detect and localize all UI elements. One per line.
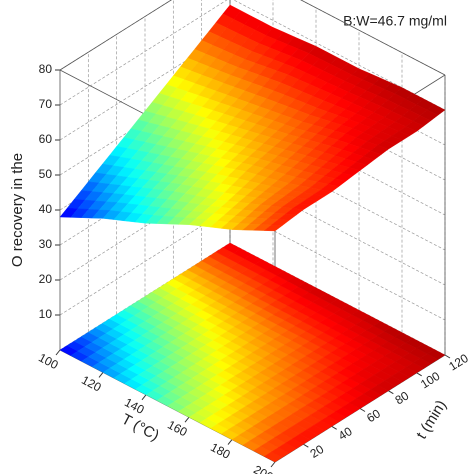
z-tick-label: 80 <box>39 62 53 76</box>
z-tick-label: 40 <box>39 202 53 216</box>
y-axis-label: t (min) <box>413 397 450 442</box>
z-tick-label: 10 <box>39 307 53 321</box>
y-tick <box>359 408 366 412</box>
y-tick <box>331 425 337 430</box>
x-tick <box>227 439 233 445</box>
z-tick-label: 70 <box>39 97 53 111</box>
y-tick-label: 100 <box>418 369 443 392</box>
y-tick <box>388 390 394 395</box>
x-tick <box>141 394 147 401</box>
x-tick <box>98 372 104 378</box>
z-tick-label: 20 <box>39 272 53 286</box>
y-tick-label: 80 <box>393 388 412 407</box>
x-tick <box>55 349 61 356</box>
z-tick-label: 50 <box>39 167 53 181</box>
y-tick-label: 60 <box>364 406 383 425</box>
y-tick-label: 40 <box>336 424 355 443</box>
floor-contour <box>426 349 446 360</box>
surface-patch <box>263 224 283 232</box>
y-tick <box>444 354 451 359</box>
y-tick-label: 20 <box>308 442 327 461</box>
x-tick <box>270 461 276 468</box>
box-edge <box>300 0 446 76</box>
z-axis-label: O recovery in the <box>9 153 26 267</box>
y-tick <box>303 443 309 448</box>
z-tick-label: 60 <box>39 132 53 146</box>
z-tick-label: 30 <box>39 237 53 251</box>
x-tick <box>184 416 190 423</box>
y-tick <box>416 372 422 377</box>
box-edge <box>59 0 172 71</box>
y-tick-label: 120 <box>446 351 471 374</box>
annotation: B:W=46.7 mg/ml <box>343 13 447 29</box>
x-tick-label: 200 <box>251 462 276 474</box>
